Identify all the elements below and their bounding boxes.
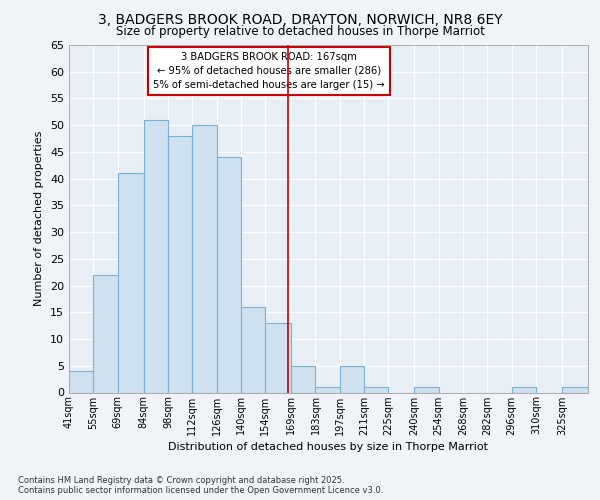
Bar	[291, 366, 316, 392]
Text: 3 BADGERS BROOK ROAD: 167sqm
← 95% of detached houses are smaller (286)
5% of se: 3 BADGERS BROOK ROAD: 167sqm ← 95% of de…	[153, 52, 385, 90]
Y-axis label: Number of detached properties: Number of detached properties	[34, 131, 44, 306]
Bar	[143, 120, 168, 392]
Bar	[118, 174, 143, 392]
Bar	[241, 307, 265, 392]
X-axis label: Distribution of detached houses by size in Thorpe Marriot: Distribution of detached houses by size …	[169, 442, 488, 452]
Bar	[562, 387, 588, 392]
Bar	[217, 158, 241, 392]
Bar	[69, 371, 94, 392]
Bar	[168, 136, 192, 392]
Text: Contains HM Land Registry data © Crown copyright and database right 2025.: Contains HM Land Registry data © Crown c…	[18, 476, 344, 485]
Text: 3, BADGERS BROOK ROAD, DRAYTON, NORWICH, NR8 6EY: 3, BADGERS BROOK ROAD, DRAYTON, NORWICH,…	[98, 12, 502, 26]
Bar	[415, 387, 439, 392]
Text: Contains public sector information licensed under the Open Government Licence v3: Contains public sector information licen…	[18, 486, 383, 495]
Bar	[265, 323, 291, 392]
Bar	[192, 125, 217, 392]
Bar	[94, 275, 118, 392]
Text: Size of property relative to detached houses in Thorpe Marriot: Size of property relative to detached ho…	[116, 25, 484, 38]
Bar	[340, 366, 364, 392]
Bar	[512, 387, 536, 392]
Bar	[316, 387, 340, 392]
Bar	[364, 387, 388, 392]
